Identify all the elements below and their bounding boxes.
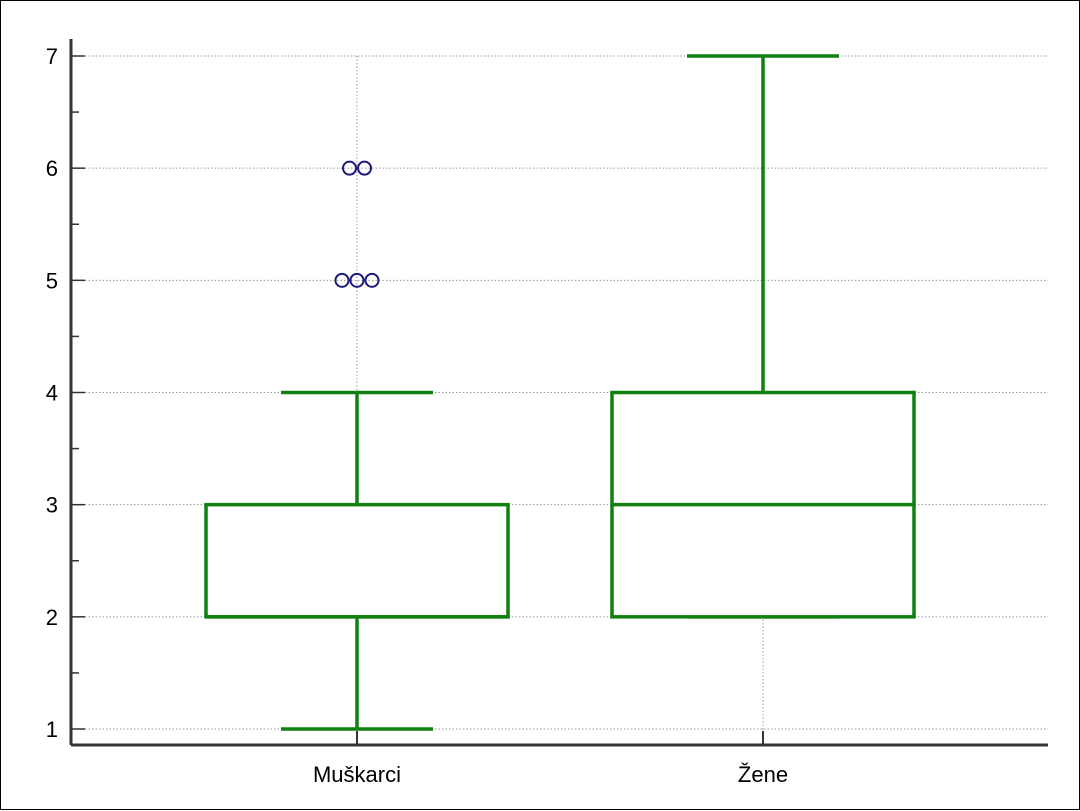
x-category-label: Žene (738, 762, 788, 787)
y-tick-label: 5 (46, 268, 58, 293)
y-tick-label: 2 (46, 605, 58, 630)
y-tick-label: 3 (46, 493, 58, 518)
outlier-point (342, 160, 357, 176)
y-tick-label: 4 (46, 381, 58, 406)
outlier-point (334, 272, 350, 288)
outlier-point (364, 272, 380, 288)
iqr-box (204, 502, 510, 619)
y-tick-label: 7 (46, 44, 58, 69)
outlier-point (357, 160, 372, 176)
y-tick-label: 1 (46, 717, 58, 742)
outlier-point (349, 272, 365, 288)
x-category-label: Muškarci (313, 762, 401, 787)
y-tick-label: 6 (46, 156, 58, 181)
